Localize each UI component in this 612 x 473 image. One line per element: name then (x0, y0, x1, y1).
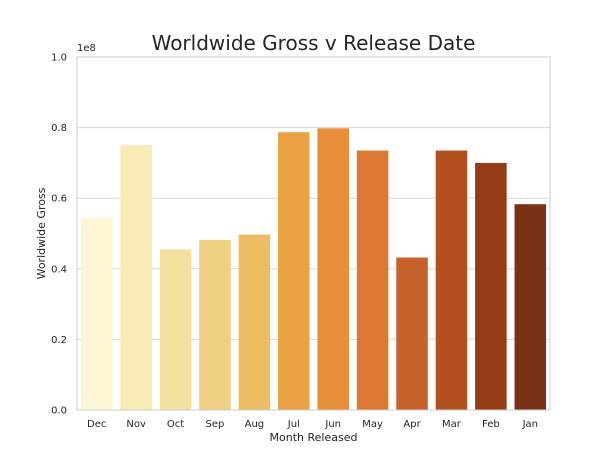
y-tick-label: 0.6 (51, 194, 67, 205)
x-tick-label: Feb (482, 419, 500, 430)
x-tick-labels: Dec Nov Oct Sep Aug Jul Jun May Apr Mar Feb Jan (87, 419, 538, 430)
bar-feb (475, 162, 507, 410)
y-axis-label: Worldwide Gross (35, 187, 48, 279)
x-tick-label: Mar (442, 419, 462, 430)
y-tick-label: 0.2 (51, 335, 67, 346)
chart-title: Worldwide Gross v Release Date (152, 31, 476, 55)
bar-dec (80, 217, 113, 410)
bar-jul (278, 132, 310, 410)
bar-aug (238, 234, 271, 410)
y-tick-label: 0.4 (51, 264, 67, 275)
y-tick-label: 0.8 (51, 123, 67, 134)
bar-jun (317, 128, 349, 410)
bar-may (356, 150, 389, 411)
y-tick-label: 1.0 (51, 53, 67, 64)
bar-mar (435, 150, 468, 411)
x-tick-label: Apr (403, 419, 421, 430)
x-tick-label: May (362, 419, 383, 430)
x-axis-label: Month Released (270, 431, 358, 444)
bar-oct (159, 249, 192, 410)
bar-jan (514, 204, 547, 410)
x-tick-label: Jul (287, 419, 300, 430)
x-tick-label: Jan (522, 419, 538, 430)
x-tick-label: Sep (206, 419, 225, 430)
bar-apr (396, 257, 428, 410)
bar-nov (120, 145, 152, 410)
bar-sep (199, 239, 231, 410)
y-tick-label: 0.0 (51, 406, 67, 417)
x-tick-label: Nov (126, 419, 146, 430)
x-tick-label: Aug (245, 419, 265, 430)
y-offset-label: 1e8 (77, 43, 96, 54)
x-tick-label: Oct (167, 419, 184, 430)
x-tick-label: Dec (87, 419, 106, 430)
bars (80, 128, 547, 411)
x-tick-label: Jun (324, 419, 341, 430)
y-tick-labels: 0.0 0.2 0.4 0.6 0.8 1.0 (51, 53, 67, 417)
plot-frame (76, 56, 551, 411)
